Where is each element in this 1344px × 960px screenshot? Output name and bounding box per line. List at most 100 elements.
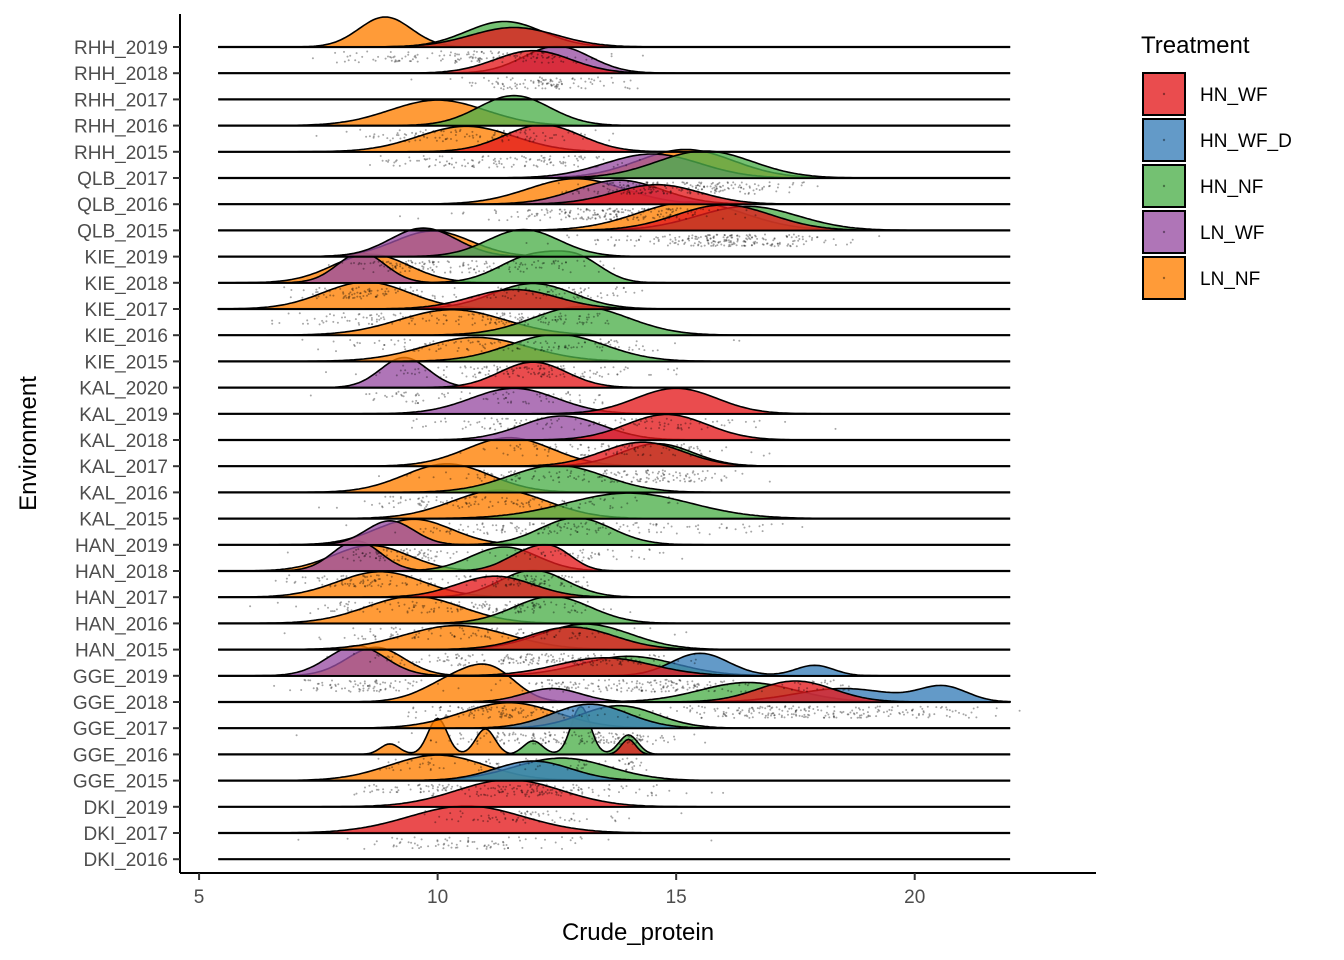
raw-point	[498, 160, 501, 163]
raw-point	[451, 634, 454, 636]
raw-point	[723, 234, 726, 237]
raw-point	[571, 77, 574, 80]
raw-point	[608, 732, 611, 735]
raw-point	[725, 236, 728, 239]
raw-point	[478, 59, 481, 62]
raw-point	[577, 506, 580, 509]
raw-point	[510, 582, 513, 585]
raw-point	[391, 267, 394, 270]
raw-point	[676, 444, 679, 446]
raw-point	[569, 393, 572, 396]
raw-point	[537, 662, 540, 665]
raw-point	[483, 427, 486, 430]
raw-point	[663, 428, 665, 431]
raw-point	[611, 816, 614, 819]
raw-point	[464, 659, 467, 662]
raw-point	[537, 603, 540, 606]
raw-point	[647, 528, 650, 531]
raw-point	[368, 393, 371, 395]
raw-point	[547, 448, 550, 451]
raw-point	[343, 605, 346, 608]
raw-point	[462, 261, 465, 264]
raw-point	[688, 190, 691, 193]
raw-point	[635, 737, 638, 739]
raw-point	[545, 423, 547, 426]
raw-point	[455, 161, 458, 164]
raw-point	[860, 714, 863, 717]
raw-point	[421, 626, 424, 629]
raw-point	[721, 189, 724, 192]
raw-point	[532, 790, 535, 793]
raw-point	[562, 322, 565, 325]
raw-point	[500, 658, 503, 661]
raw-point	[441, 392, 444, 395]
raw-point	[433, 609, 435, 612]
raw-point	[539, 219, 542, 222]
raw-point	[531, 580, 534, 583]
raw-point	[639, 480, 642, 483]
raw-point	[552, 479, 555, 482]
raw-point	[348, 611, 351, 613]
raw-point	[458, 662, 461, 665]
raw-point	[625, 453, 628, 456]
raw-point	[494, 555, 497, 557]
raw-point	[394, 653, 397, 656]
raw-point	[570, 686, 573, 689]
raw-point	[663, 476, 666, 479]
raw-point	[405, 575, 408, 578]
raw-point	[562, 690, 565, 693]
raw-point	[590, 682, 593, 685]
raw-point	[650, 417, 653, 419]
raw-point	[663, 473, 666, 476]
raw-point	[391, 608, 394, 611]
raw-point	[556, 85, 559, 88]
density-han-2018-hn-wf	[218, 543, 1011, 572]
raw-point	[624, 657, 627, 660]
raw-point	[561, 736, 564, 739]
raw-point	[410, 60, 412, 63]
raw-point	[612, 452, 615, 455]
raw-point	[587, 656, 590, 659]
raw-point	[574, 683, 577, 686]
raw-point	[531, 368, 534, 370]
raw-point	[362, 684, 365, 687]
raw-point	[379, 688, 382, 691]
raw-point	[615, 339, 618, 342]
raw-point	[554, 503, 557, 506]
raw-point	[571, 837, 574, 839]
raw-point	[447, 581, 450, 584]
raw-point	[491, 82, 494, 85]
raw-point	[754, 234, 756, 237]
raw-point	[394, 265, 397, 268]
raw-point	[571, 552, 574, 555]
raw-point	[655, 523, 658, 526]
raw-point	[701, 188, 704, 191]
raw-point	[672, 446, 675, 448]
raw-point	[599, 216, 602, 219]
raw-point	[783, 706, 786, 709]
raw-point	[375, 313, 378, 316]
raw-point	[456, 784, 459, 787]
raw-point	[584, 522, 587, 525]
raw-point	[600, 366, 602, 369]
raw-point	[538, 371, 541, 374]
raw-point	[392, 627, 395, 630]
raw-point	[518, 712, 520, 715]
raw-point	[414, 56, 417, 59]
raw-point	[582, 158, 585, 161]
raw-point	[689, 184, 692, 187]
raw-point	[655, 682, 658, 684]
raw-point	[498, 219, 501, 222]
raw-point	[555, 472, 558, 475]
raw-point	[550, 83, 552, 86]
raw-point	[542, 551, 545, 554]
raw-point	[718, 185, 721, 188]
raw-point	[477, 709, 480, 712]
raw-point	[657, 655, 660, 658]
raw-point	[579, 422, 582, 425]
raw-point	[491, 816, 494, 819]
raw-point	[474, 603, 477, 606]
raw-point	[639, 189, 642, 191]
raw-point	[537, 532, 539, 535]
raw-point	[558, 685, 561, 688]
